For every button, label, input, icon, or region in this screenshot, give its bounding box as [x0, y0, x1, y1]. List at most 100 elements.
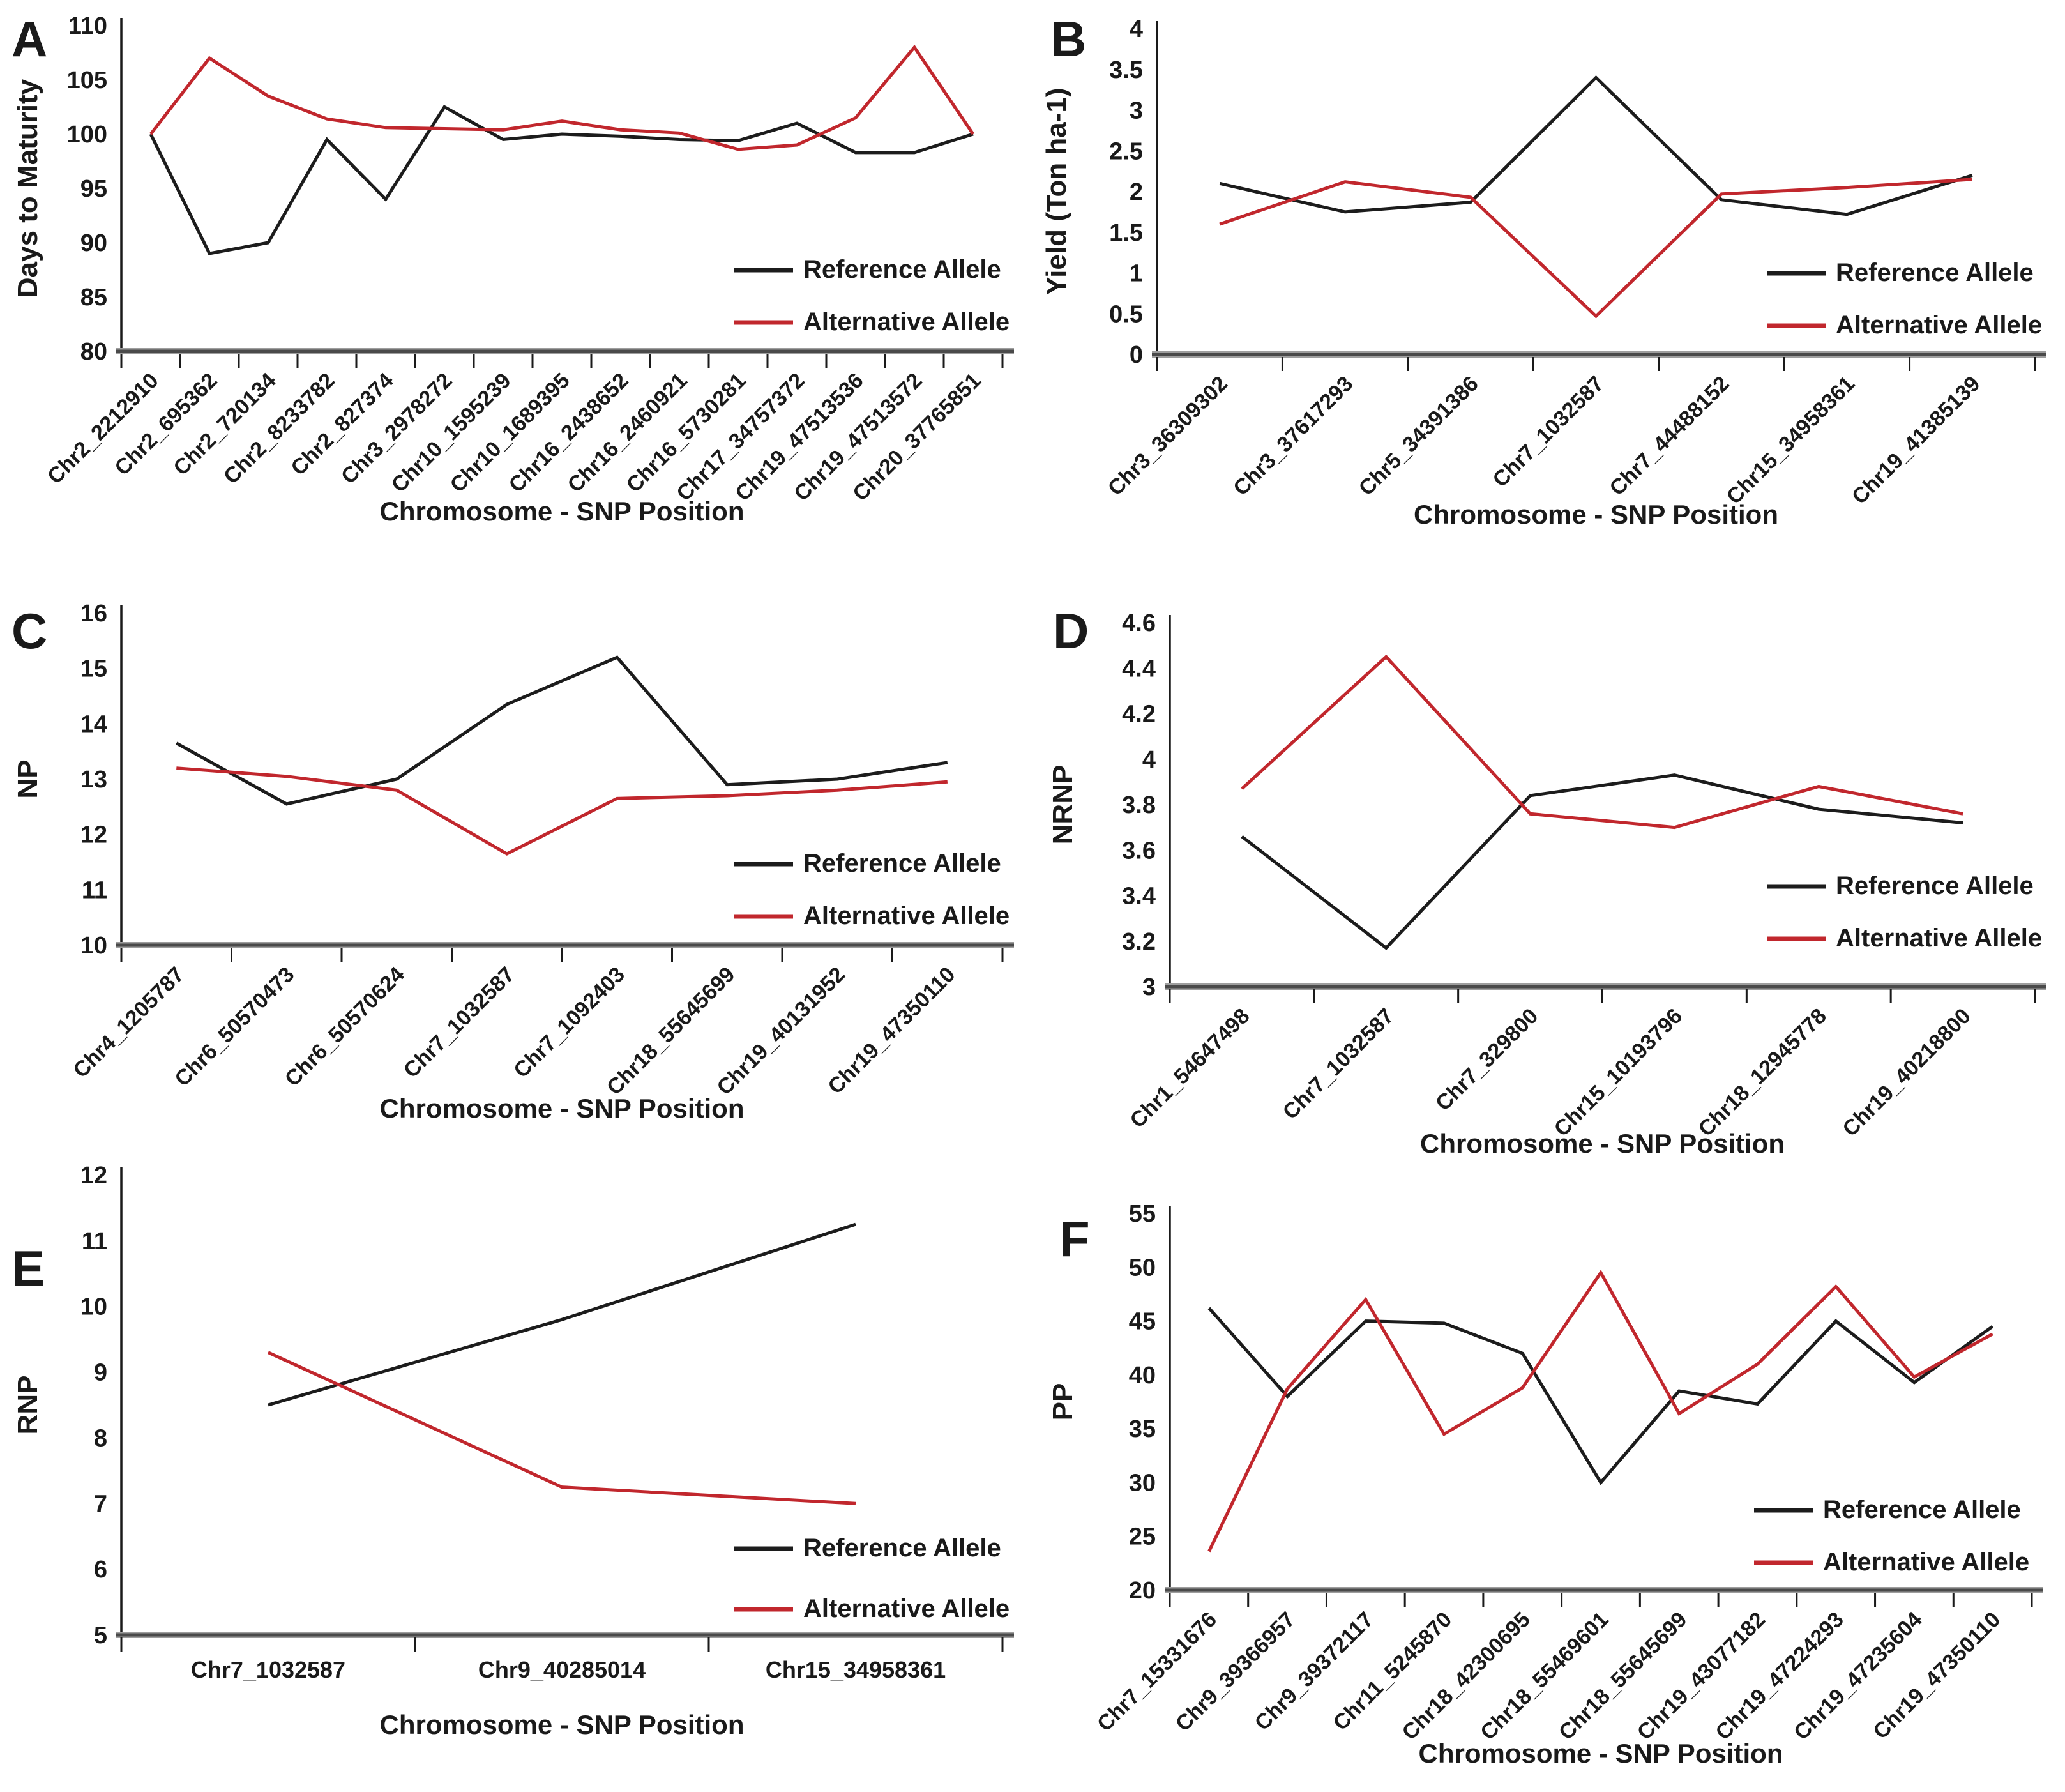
y-tick-label: 11 [82, 1228, 107, 1255]
x-axis-title: Chromosome - SNP Position [380, 496, 745, 526]
y-axis-title: NRNP [1047, 765, 1078, 845]
y-tick-label: 25 [1129, 1524, 1156, 1551]
y-tick-label: 4.2 [1122, 701, 1156, 728]
x-axis-title: Chromosome - SNP Position [380, 1093, 745, 1123]
y-tick-label: 40 [1129, 1362, 1156, 1389]
x-category-label: Chr7_1032587 [399, 962, 520, 1083]
b-reference-allele-line [1219, 75, 1973, 216]
y-tick-label: 16 [80, 600, 107, 627]
y-tick-label: 4.4 [1122, 655, 1156, 682]
legend-panel-e: Reference Allele Alternative Allele [734, 1534, 1010, 1623]
panel-letter-d: D [1053, 603, 1089, 659]
x-category-label: Chr7_1032587 [1278, 1004, 1399, 1125]
y-tick-label: 105 [67, 67, 107, 94]
panel-e-rnp-chart: E 5 6 7 8 9 10 11 12 Chr7_1032587 Chr9_40285014 Chr… [0, 1159, 1032, 1792]
x-category-label: Chr7_44488152 [1605, 372, 1734, 501]
y-tick-label: 3.6 [1122, 837, 1156, 864]
alternative-legend-label: Alternative Allele [803, 308, 1010, 336]
x-category-label: Chr1_54647498 [1126, 1004, 1255, 1133]
y-tick-label: 3.2 [1122, 929, 1156, 955]
e-alternative-allele-line [267, 1351, 856, 1505]
y-tick-label: 90 [80, 230, 107, 257]
panel-letter-b: B [1050, 11, 1086, 67]
a-reference-allele-line [149, 105, 974, 255]
x-category-label: Chr3_37617293 [1229, 372, 1358, 501]
y-tick-label: 4 [1130, 16, 1143, 43]
y-tick-label: 80 [80, 338, 107, 365]
y-tick-label: 5 [94, 1622, 107, 1649]
panel-a-days-to-maturity-chart: A 80 85 90 95 100 105 110 Chr2_2212910 Chr2_69536… [0, 0, 1032, 575]
x-category-label: Chr2_695362 [110, 368, 222, 480]
x-category-label: Chr3_36309302 [1103, 372, 1232, 501]
panel-letter-a: A [11, 11, 47, 67]
y-tick-label: 13 [80, 766, 107, 793]
x-axis-title: Chromosome - SNP Position [380, 1710, 745, 1740]
y-tick-label: 0.5 [1109, 301, 1143, 328]
reference-legend-label: Reference Allele [1836, 259, 2034, 287]
reference-legend-label: Reference Allele [803, 1534, 1001, 1562]
y-tick-label: 4.6 [1122, 610, 1156, 637]
y-tick-label: 9 [94, 1360, 107, 1386]
x-category-label: Chr15_34958361 [1722, 372, 1859, 509]
x-axis-title: Chromosome - SNP Position [1419, 1738, 1783, 1768]
y-tick-label: 95 [80, 176, 107, 202]
x-category-label: Chr19_41385139 [1847, 372, 1985, 509]
y-tick-label: 110 [68, 13, 107, 40]
x-category-label: Chr15_34958361 [766, 1657, 946, 1683]
y-tick-label: 1.5 [1109, 220, 1143, 247]
x-category-label: Chr7_1092403 [509, 962, 630, 1083]
reference-legend-label: Reference Allele [1823, 1496, 2021, 1524]
y-tick-label: 12 [80, 822, 107, 849]
y-axis-title: RNP [12, 1376, 43, 1435]
x-category-label: Chr7_329800 [1431, 1004, 1543, 1116]
alternative-legend-label: Alternative Allele [1836, 311, 2042, 339]
y-tick-label: 0 [1130, 342, 1143, 368]
y-tick-label: 2.5 [1109, 138, 1143, 165]
reference-legend-label: Reference Allele [1836, 872, 2034, 900]
panel-f-pp-chart: F 20 25 30 35 40 45 50 55 Chr7_15331676 Chr9_39366… [1032, 1159, 2065, 1792]
x-category-label: Chr2_720134 [169, 368, 280, 480]
y-tick-label: 3 [1142, 974, 1156, 1001]
legend-panel-c: Reference Allele Alternative Allele [734, 849, 1010, 930]
y-tick-label: 55 [1129, 1201, 1156, 1227]
legend-panel-a: Reference Allele Alternative Allele [734, 255, 1010, 336]
b-alternative-allele-line [1219, 178, 1972, 319]
d-reference-allele-line [1241, 773, 1963, 950]
d-alternative-allele-line [1241, 654, 1963, 830]
legend-panel-d: Reference Allele Alternative Allele [1767, 872, 2042, 952]
e-reference-allele-line [268, 1222, 856, 1407]
y-tick-label: 3 [1130, 98, 1143, 125]
chart-svg-panel-e: E 5 6 7 8 9 10 11 12 Chr7_1032587 Chr9_40285014 Chr… [11, 1162, 1014, 1740]
y-tick-label: 1 [1130, 261, 1143, 287]
legend-panel-b: Reference Allele Alternative Allele [1767, 259, 2042, 339]
y-tick-label: 15 [80, 656, 107, 683]
panel-b-yield-chart: B 0 0.5 1 1.5 2 2.5 3 3.5 4 Chr3_36309302 Chr3_3761… [1032, 0, 2065, 575]
x-category-label: Chr18_12945778 [1694, 1004, 1831, 1141]
y-tick-label: 35 [1129, 1416, 1156, 1443]
y-tick-label: 10 [80, 1294, 107, 1321]
x-category-label: Chr7_1032587 [1488, 372, 1609, 492]
f-reference-allele-line [1207, 1307, 1994, 1485]
y-tick-label: 14 [80, 711, 107, 738]
y-tick-label: 10 [80, 932, 107, 959]
y-tick-label: 8 [94, 1425, 107, 1452]
y-tick-label: 6 [94, 1556, 107, 1583]
y-axis-title: Yield (Ton ha-1) [1041, 87, 1072, 295]
y-tick-label: 11 [82, 877, 107, 904]
y-tick-label: 30 [1129, 1469, 1156, 1496]
c-alternative-allele-line [176, 766, 948, 856]
y-tick-label: 2 [1130, 179, 1143, 206]
y-tick-label: 7 [94, 1491, 107, 1517]
chart-svg-panel-f: F2025303540455055Chr7_15331676Chr9_39366… [1047, 1201, 2043, 1768]
x-category-label: Chr5_34391386 [1354, 372, 1483, 501]
y-tick-label: 85 [80, 284, 107, 311]
x-category-label: Chr19_40218800 [1838, 1004, 1975, 1141]
alternative-legend-label: Alternative Allele [803, 1595, 1010, 1623]
chart-svg-panel-c: C 10 11 12 13 14 15 16 Chr4_1205787Chr6_50570473… [11, 600, 1014, 1123]
panel-c-np-chart: C 10 11 12 13 14 15 16 Chr4_1205787 Chr6_50570473… [0, 575, 1032, 1159]
f-alternative-allele-line [1207, 1269, 1993, 1553]
c-reference-allele-line [176, 655, 948, 806]
y-axis-title: PP [1047, 1383, 1078, 1421]
